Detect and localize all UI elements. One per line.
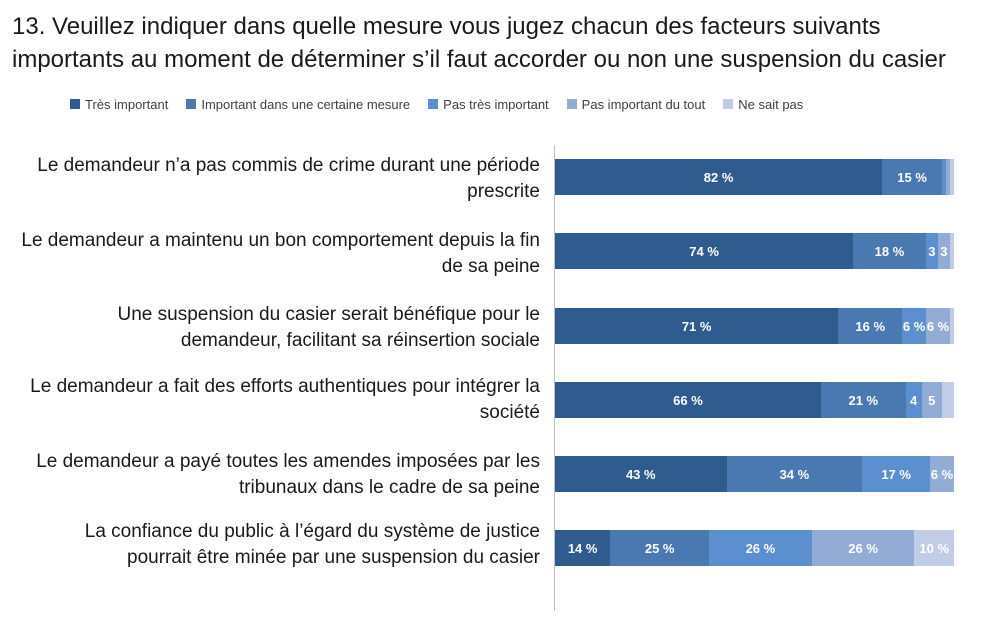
- data-label: 25 %: [644, 540, 675, 556]
- bar-segment-ne-sait-pas: [949, 308, 954, 344]
- category-label: La confiance du public à l’égard du syst…: [84, 521, 540, 568]
- bar-segment-certaine-mesure: 15 %: [882, 159, 943, 195]
- bar-segment-pas-du-tout: 6 %: [926, 308, 950, 344]
- bar-row: 14 % 25 % 26 % 26 % 10 %: [555, 530, 954, 566]
- data-label: 34 %: [779, 466, 810, 482]
- data-label: 43 %: [625, 466, 656, 482]
- bar-segment-certaine-mesure: 16 %: [838, 308, 903, 344]
- legend-item-pas-du-tout: Pas important du tout: [566, 96, 706, 112]
- legend-item-tres-important: Très important: [70, 97, 168, 112]
- bar-segment-ne-sait-pas: [949, 233, 954, 269]
- category-label: Une suspension du casier serait bénéfiqu…: [117, 304, 541, 351]
- legend-swatch-pas-tres: [428, 99, 439, 109]
- legend-swatch-pas-du-tout: [566, 99, 577, 109]
- bar-segment-ne-sait-pas: [941, 382, 954, 418]
- bar-segment-certaine-mesure: 25 %: [610, 530, 710, 566]
- data-label: 71 %: [681, 318, 712, 334]
- legend-label-certaine-mesure: Important dans une certaine mesure: [201, 96, 411, 112]
- legend-item-ne-sait-pas: Ne sait pas: [723, 97, 803, 112]
- legend-item-certaine-mesure: Important dans une certaine mesure: [186, 97, 410, 112]
- chart-legend: Très important Important dans une certai…: [70, 96, 803, 112]
- bar-segment-pas-du-tout: 26 %: [811, 530, 915, 566]
- category-label: Le demandeur n’a pas commis de crime dur…: [37, 155, 540, 202]
- chart-title: 13. Veuillez indiquer dans quelle mesure…: [12, 13, 946, 73]
- legend-swatch-ne-sait-pas: [723, 99, 734, 109]
- data-label: 74 %: [689, 243, 719, 259]
- legend-swatch-tres-important: [70, 99, 80, 109]
- data-label: 66 %: [673, 392, 703, 408]
- bar-segment-pas-tres: 6 %: [902, 308, 927, 344]
- data-label: 18 %: [874, 243, 905, 259]
- data-label: 4: [910, 392, 918, 408]
- data-label: 15 %: [897, 169, 927, 185]
- bar-segment-pas-tres: 26 %: [709, 530, 812, 566]
- data-label: 17 %: [881, 466, 911, 482]
- legend-swatch-certaine-mesure: [186, 99, 197, 109]
- data-label: 82 %: [703, 169, 734, 185]
- bar-segment-tres-important: 14 %: [555, 530, 611, 566]
- bar-row: 43 % 34 % 17 % 6 %: [555, 456, 954, 492]
- data-label: 26 %: [848, 540, 878, 556]
- bar-segment-tres-important: 43 %: [555, 456, 727, 492]
- bar-segment-certaine-mesure: 21 %: [820, 382, 906, 418]
- data-label: 26 %: [745, 540, 776, 556]
- data-label: 16 %: [855, 318, 886, 334]
- bar-segment-ne-sait-pas: 10 %: [914, 530, 954, 566]
- legend-label-pas-du-tout: Pas important du tout: [581, 96, 706, 112]
- legend-item-pas-tres: Pas très important: [428, 97, 549, 112]
- legend-label-tres-important: Très important: [85, 96, 169, 112]
- data-label: 6 %: [926, 318, 950, 334]
- category-axis-line: [554, 145, 555, 611]
- bar-segment-tres-important: 82 %: [555, 159, 883, 195]
- data-label: 14 %: [567, 540, 598, 556]
- bar-segment-pas-du-tout: 5: [921, 382, 942, 418]
- data-label: 6 %: [902, 318, 926, 334]
- data-label: 5: [928, 392, 936, 408]
- category-label: Le demandeur a payé toutes les amendes i…: [36, 451, 540, 498]
- bar-segment-pas-tres: 4: [905, 382, 922, 418]
- bar-segment-certaine-mesure: 18 %: [853, 233, 926, 269]
- bar-segment-certaine-mesure: 34 %: [726, 456, 863, 492]
- legend-label-pas-tres: Pas très important: [443, 96, 549, 112]
- bar-segment-pas-tres: 17 %: [862, 456, 931, 492]
- data-label: 3: [928, 243, 936, 259]
- bar-segment-tres-important: 74 %: [555, 233, 854, 269]
- bar-segment-tres-important: 71 %: [555, 308, 839, 344]
- bar-segment-tres-important: 66 %: [555, 382, 821, 418]
- data-label: 3: [940, 243, 948, 259]
- legend-label-ne-sait-pas: Ne sait pas: [738, 96, 804, 112]
- bar-row: 74 % 18 % 3 3: [555, 233, 954, 269]
- bar-row: 82 % 15 %: [555, 159, 954, 195]
- bar-segment-pas-du-tout: 6 %: [930, 456, 954, 492]
- data-label: 21 %: [848, 392, 879, 408]
- bar-segment-pas-du-tout: [946, 159, 950, 195]
- bar-row: 71 % 16 % 6 % 6 %: [555, 308, 954, 344]
- bar-segment-pas-tres: [942, 159, 946, 195]
- bar-segment-pas-tres: 3: [925, 233, 938, 269]
- data-label: 10 %: [919, 540, 950, 556]
- category-label: Le demandeur a maintenu un bon comportem…: [21, 230, 540, 277]
- bar-row: 66 % 21 % 4 5: [555, 382, 954, 418]
- data-label: 6 %: [930, 466, 954, 482]
- bar-segment-pas-du-tout: 3: [937, 233, 950, 269]
- category-label: Le demandeur a fait des efforts authenti…: [30, 376, 540, 423]
- bar-segment-ne-sait-pas: [949, 159, 954, 195]
